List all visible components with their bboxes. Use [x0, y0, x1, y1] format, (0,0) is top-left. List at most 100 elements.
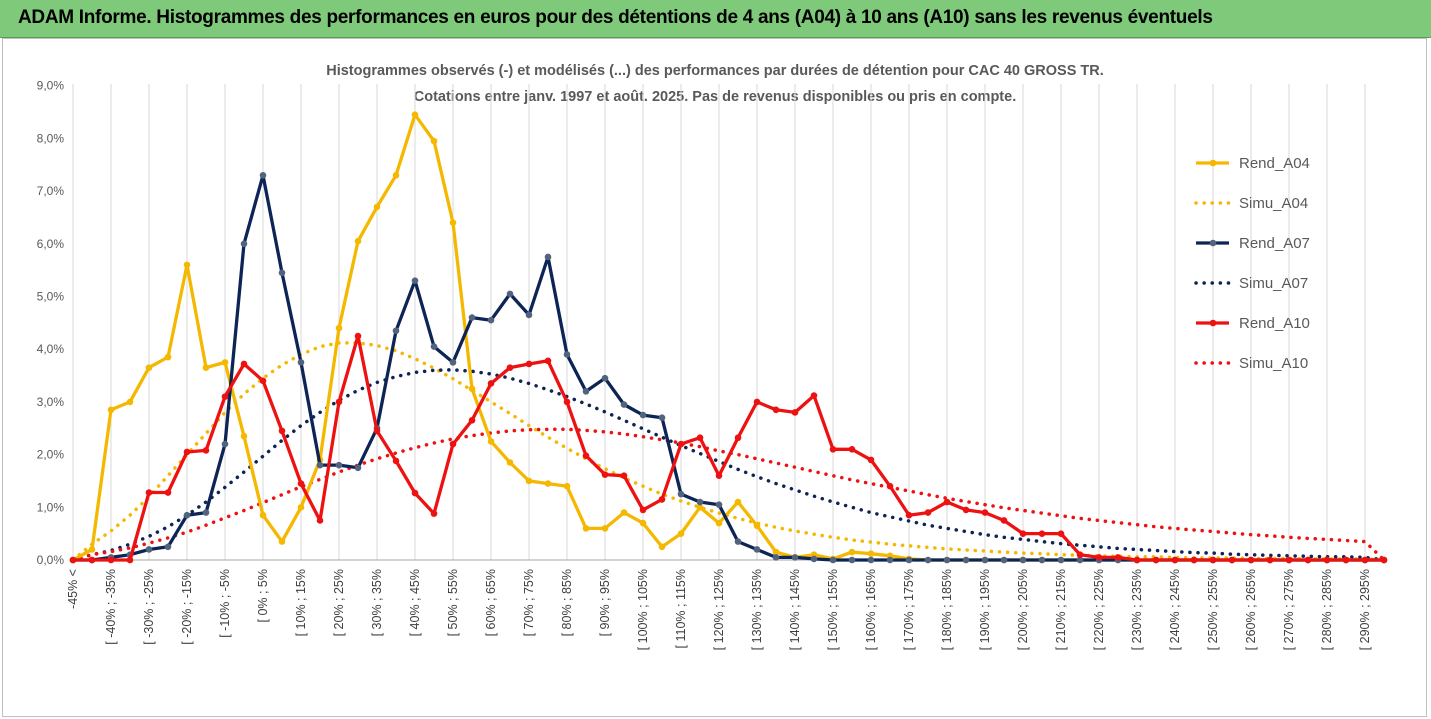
x-tick-label: [ 280% ; 285%	[1320, 569, 1334, 650]
data-point-Rend_A04	[487, 438, 495, 445]
data-point-Rend_A10	[164, 489, 172, 496]
data-point-Rend_A04	[430, 137, 438, 145]
data-point-Rend_A07	[1057, 556, 1065, 564]
data-point-Rend_A07	[810, 555, 818, 563]
series-line-Rend_A10	[73, 334, 1384, 562]
data-point-Rend_A07	[316, 461, 324, 469]
header-banner: ADAM Informe. Histogrammes des performan…	[0, 0, 1431, 38]
data-point-Rend_A04	[297, 504, 305, 511]
data-point-Rend_A04	[259, 511, 267, 519]
data-point-Rend_A04	[164, 353, 172, 361]
data-point-Rend_A10	[392, 457, 400, 465]
data-point-Rend_A07	[544, 253, 552, 261]
data-point-Rend_A10	[696, 434, 704, 442]
data-point-Rend_A07	[772, 554, 780, 561]
y-tick-label: 5,0%	[37, 290, 65, 304]
x-tick-label: [ 100% ; 105%	[636, 569, 650, 650]
data-point-Rend_A07	[886, 556, 894, 564]
data-point-Rend_A07	[658, 414, 666, 422]
data-point-Rend_A10	[1000, 517, 1008, 524]
legend-marker-Rend_A04	[1209, 159, 1217, 167]
data-point-Rend_A04	[183, 261, 191, 269]
data-point-Rend_A10	[1114, 554, 1122, 561]
data-point-Rend_A10	[430, 510, 438, 517]
data-point-Rend_A07	[202, 509, 210, 516]
x-tick-label: [ -40% ; -35%	[104, 569, 118, 645]
x-tick-label: [ 180% ; 185%	[940, 569, 954, 650]
series-line-Rend_A04	[72, 113, 1384, 562]
x-tick-label: [ 30% ; 35%	[370, 569, 384, 636]
data-point-Rend_A04	[278, 538, 286, 545]
legend-label-Simu_A07: Simu_A07	[1239, 275, 1308, 292]
data-point-Rend_A04	[145, 364, 153, 371]
axes: 0,0% 1,0% 2,0% 3,0% 4,0% 5,0% 6,0% 7,0% 8,0% 9,0%…	[37, 79, 1384, 650]
data-point-Rend_A04	[734, 498, 742, 506]
data-point-Rend_A04	[696, 504, 704, 511]
legend-marker-Rend_A10	[1209, 319, 1217, 327]
chart-frame: Histogrammes observés (-) et modélisés (…	[2, 38, 1427, 717]
data-point-Rend_A04	[107, 406, 115, 414]
x-tick-label: [ 160% ; 165%	[864, 569, 878, 650]
data-point-Rend_A04	[240, 432, 248, 440]
x-tick-label: [ 10% ; 15%	[294, 569, 308, 636]
data-point-Rend_A10	[962, 506, 970, 514]
data-point-Rend_A10	[772, 406, 780, 414]
data-point-Rend_A10	[335, 398, 343, 406]
data-point-Rend_A04	[772, 548, 780, 556]
data-point-Rend_A04	[506, 459, 514, 466]
data-point-Rend_A04	[582, 525, 590, 532]
data-point-Rend_A07	[487, 316, 495, 324]
data-point-Rend_A07	[1038, 556, 1046, 564]
data-point-Rend_A07	[240, 240, 248, 248]
x-tick-label: [ 90% ; 95%	[598, 569, 612, 636]
data-point-Rend_A07	[734, 538, 742, 545]
x-tick-label: [ 220% ; 225%	[1092, 569, 1106, 650]
data-point-Rend_A07	[392, 327, 400, 335]
data-point-Rend_A10	[1133, 556, 1141, 564]
y-tick-label: 9,0%	[37, 79, 65, 93]
chart-title: Histogrammes observés (-) et modélisés (…	[326, 63, 1104, 79]
data-point-Rend_A07	[715, 501, 723, 508]
data-point-Rend_A10	[259, 377, 267, 385]
x-tick-label: [ 80% ; 85%	[560, 569, 574, 636]
series-layer	[69, 111, 1388, 564]
data-point-Rend_A10	[183, 448, 191, 456]
data-point-Rend_A10	[468, 417, 476, 424]
data-point-Rend_A07	[943, 556, 951, 564]
data-point-Rend_A07	[981, 556, 989, 564]
data-point-Rend_A10	[753, 398, 761, 406]
data-point-Rend_A07	[297, 359, 305, 366]
banner-title: ADAM Informe. Histogrammes des performan…	[18, 7, 1213, 28]
data-point-Rend_A10	[1171, 556, 1179, 564]
data-point-Rend_A10	[1342, 556, 1350, 564]
y-tick-label: 8,0%	[37, 131, 65, 145]
data-point-Rend_A10	[867, 456, 875, 464]
data-point-Rend_A07	[696, 498, 704, 506]
data-point-Rend_A07	[354, 464, 362, 472]
x-tick-label: [ 250% ; 255%	[1206, 569, 1220, 650]
data-point-Rend_A10	[563, 398, 571, 406]
data-point-Rend_A10	[1095, 554, 1103, 561]
data-point-Rend_A04	[848, 548, 856, 556]
data-point-Rend_A07	[1076, 556, 1084, 564]
data-point-Rend_A07	[639, 411, 647, 419]
data-point-Rend_A10	[715, 472, 723, 479]
data-point-Rend_A07	[449, 359, 457, 366]
data-point-Rend_A04	[449, 219, 457, 227]
data-point-Rend_A10	[943, 498, 951, 506]
data-point-Rend_A07	[791, 554, 799, 561]
data-point-Rend_A10	[316, 517, 324, 524]
data-point-Rend_A10	[506, 364, 514, 371]
data-point-Rend_A10	[848, 446, 856, 453]
data-point-Rend_A04	[677, 530, 685, 537]
x-tick-label: [ 40% ; 45%	[408, 569, 422, 636]
data-point-Rend_A10	[1247, 556, 1255, 564]
data-point-Rend_A04	[411, 111, 419, 118]
y-tick-label: 6,0%	[37, 237, 65, 251]
data-point-Rend_A07	[905, 556, 913, 564]
data-point-Rend_A10	[1285, 556, 1293, 564]
x-tick-label: -45% <	[66, 569, 80, 609]
series-line-Rend_A07	[73, 173, 1384, 562]
data-point-Rend_A04	[639, 519, 647, 527]
data-point-Rend_A07	[582, 388, 590, 395]
